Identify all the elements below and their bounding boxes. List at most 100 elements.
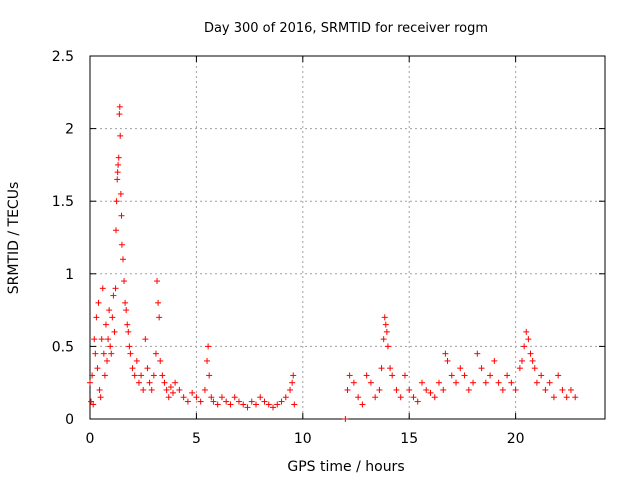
data-point [127,350,134,357]
data-point [461,372,468,379]
data-point [117,132,124,139]
data-point [346,372,353,379]
data-point [559,386,566,393]
data-point [210,398,217,405]
data-point [531,365,538,372]
data-point [150,372,157,379]
x-tick-label: 0 [86,431,95,447]
data-point [453,379,460,386]
data-point [87,379,93,386]
data-point [257,394,264,401]
data-point [227,401,234,408]
data-point [363,372,370,379]
data-point [427,389,434,396]
data-point [96,386,103,393]
data-point [465,386,472,393]
data-point [406,386,413,393]
data-point [123,307,130,314]
data-point [387,365,394,372]
data-point [95,299,102,306]
data-point [529,357,536,364]
data-point [523,328,530,335]
data-point [491,357,498,364]
data-point [118,212,125,219]
data-point [204,357,211,364]
data-point [154,278,161,285]
data-point [382,321,389,328]
y-axis-label: SRMTID / TECUs [6,182,22,295]
data-point [100,350,107,357]
data-point [290,372,297,379]
data-point [146,379,153,386]
data-point [278,398,285,405]
y-tick-label: 0.5 [52,339,74,355]
data-point [140,386,147,393]
data-point [106,307,113,314]
data-point [126,343,133,350]
data-point [474,350,481,357]
data-point [131,372,138,379]
data-point [133,357,140,364]
data-point [482,379,489,386]
data-point [152,350,159,357]
data-point [159,372,166,379]
data-point [161,379,168,386]
data-point [440,386,447,393]
data-point [355,394,362,401]
y-tick-label: 2.5 [52,49,74,65]
data-point [235,398,242,405]
data-point [384,343,391,350]
data-point [508,379,515,386]
data-point [252,401,259,408]
data-point [124,321,131,328]
data-point [197,398,204,405]
data-point [90,401,97,408]
data-point [231,394,238,401]
data-point [470,379,477,386]
data-point [180,394,187,401]
data-point [135,379,142,386]
data-point [525,336,532,343]
data-point [114,176,121,183]
data-point [410,394,417,401]
data-point [572,394,579,401]
data-point [169,389,176,396]
data-point [376,386,383,393]
data-point [172,379,179,386]
chart-title: Day 300 of 2016, SRMTID for receiver rog… [204,21,488,36]
data-point [359,401,366,408]
data-point [142,336,149,343]
data-point [98,336,105,343]
data-point [495,379,502,386]
data-point [261,398,268,405]
y-tick-label: 1 [65,267,74,283]
data-point [214,401,221,408]
data-point [282,394,289,401]
data-point [265,401,272,408]
data-point [184,398,191,405]
data-point [108,350,115,357]
data-point [94,365,101,372]
data-point [397,394,404,401]
data-point [344,386,351,393]
data-point [418,379,425,386]
data-point [165,394,172,401]
x-tick-label: 20 [507,431,525,447]
data-point [223,398,230,405]
data-point [448,372,455,379]
data-point [478,365,485,372]
data-point [519,357,526,364]
data-point [148,386,155,393]
y-tick-label: 1.5 [52,194,74,210]
data-point [119,256,126,263]
data-point [107,343,114,350]
x-tick-label: 15 [400,431,418,447]
data-point [350,379,357,386]
data-point [201,386,208,393]
data-point [274,401,281,408]
data-point [381,314,388,321]
data-point [93,314,100,321]
data-point [444,357,451,364]
data-point [116,103,123,110]
data-point [92,350,99,357]
